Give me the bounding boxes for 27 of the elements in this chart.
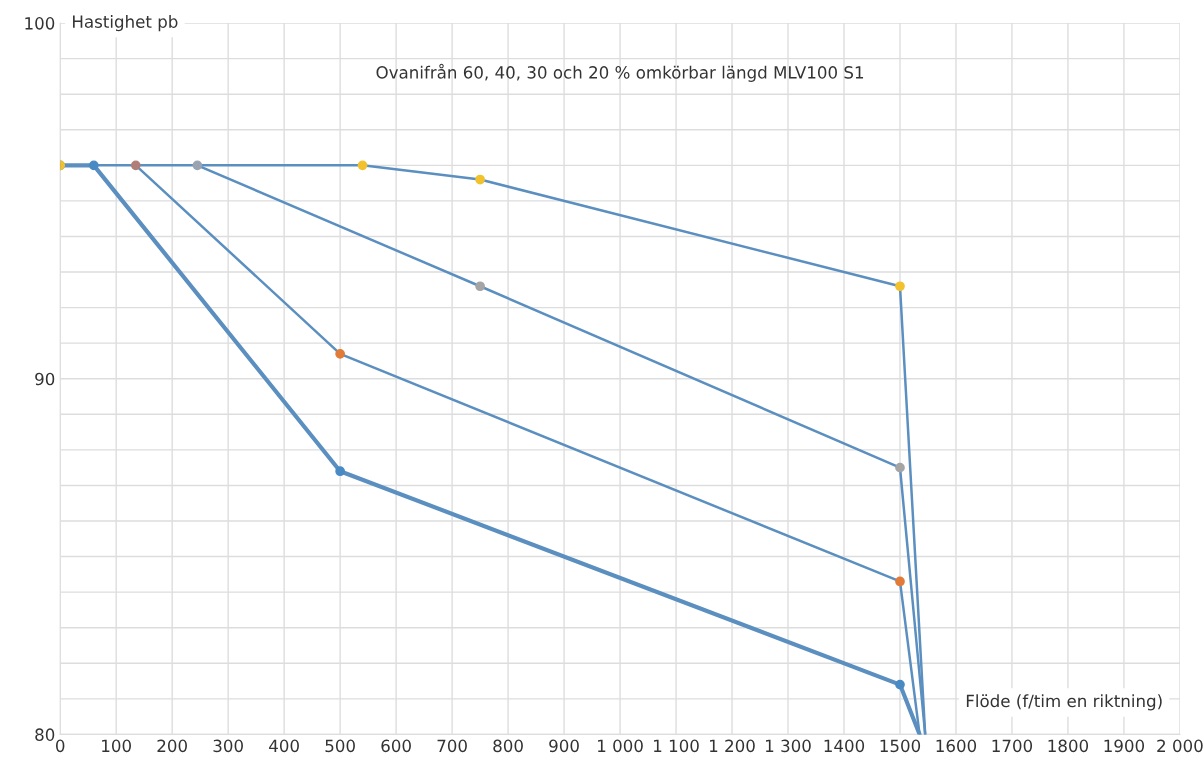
x-tick-label: 1900	[1104, 739, 1145, 753]
x-tick-label: 1 200	[710, 739, 755, 753]
x-tick-label: 0	[56, 739, 65, 753]
x-tick-label: 1 000	[598, 739, 643, 753]
x-tick-label: 900	[549, 739, 579, 753]
y-tick-label: 90	[35, 372, 55, 386]
x-tick-label: 1800	[1048, 739, 1089, 753]
x-tick-label: 1700	[992, 739, 1033, 753]
y-tick-label: 100	[25, 17, 55, 30]
x-axis-title: Flöde (f/tim en riktning)	[966, 694, 1162, 711]
x-tick-label: 1 300	[765, 739, 811, 753]
x-tick-label: 1500	[880, 739, 921, 753]
x-tick-label: 1 100	[654, 739, 699, 753]
x-tick-label: 600	[381, 739, 411, 753]
x-tick-label: 2 000	[1157, 739, 1203, 753]
x-tick-label: 200	[157, 739, 187, 753]
x-tick-label: 100	[102, 739, 131, 753]
text: Ovanifrån 60, 40, 30 och 20 % omkörbar längd MLV100 S1	[376, 63, 864, 82]
y-axis-title: Hastighet pb	[73, 15, 178, 32]
x-tick-label: 700	[437, 739, 467, 753]
x-tick-label: 500	[325, 739, 355, 753]
x-tick-label: 300	[213, 739, 243, 753]
x-tick-label: 1600	[936, 739, 977, 753]
x-tick-label: 800	[493, 739, 523, 753]
y-tick-label: 80	[35, 728, 55, 741]
x-tick-label: 1400	[824, 739, 865, 753]
x-tick-label: 400	[269, 739, 299, 753]
